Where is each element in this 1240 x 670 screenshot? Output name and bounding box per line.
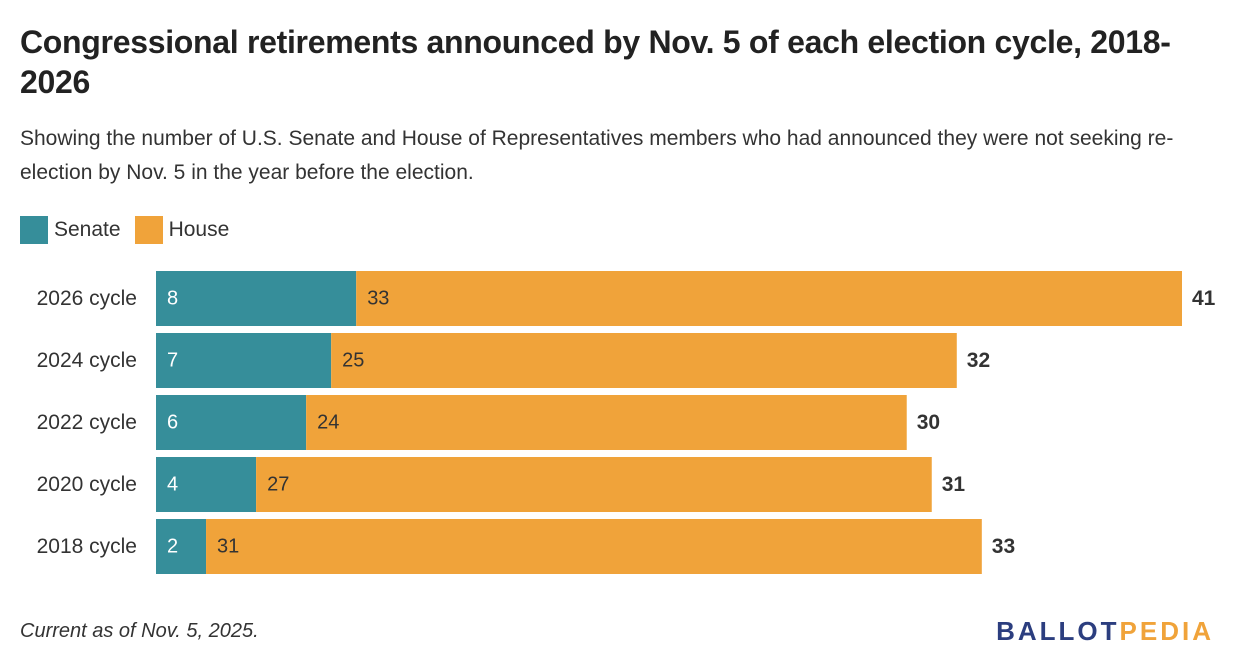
bar-senate	[156, 395, 307, 450]
bar-house	[356, 271, 1182, 326]
category-label: 2024 cycle	[37, 349, 137, 372]
bar-house	[206, 519, 982, 574]
bar-senate	[156, 457, 257, 512]
legend-label-house: House	[168, 218, 230, 241]
legend-swatch-house	[134, 216, 163, 244]
logo-pedia-text: PEDIA	[1119, 616, 1214, 646]
data-label-house: 24	[317, 412, 339, 434]
category-label: 2022 cycle	[37, 411, 137, 434]
chart-subtitle: Showing the number of U.S. Senate and Ho…	[20, 127, 1174, 184]
data-label-senate: 8	[167, 288, 178, 310]
bar-house	[256, 457, 932, 512]
total-label: 41	[1192, 287, 1216, 310]
category-label: 2018 cycle	[37, 535, 137, 558]
data-label-house: 25	[342, 350, 364, 372]
bar-chart: 2026 cycle 8 33 41 2024 cycle 7 25 32 2022 cycle…	[37, 271, 1216, 574]
legend-label-senate: Senate	[54, 218, 121, 241]
total-label: 32	[967, 349, 990, 372]
bar-senate	[156, 271, 357, 326]
total-label: 33	[992, 535, 1015, 558]
data-label-senate: 2	[167, 536, 178, 558]
data-label-house: 33	[367, 288, 389, 310]
total-label: 30	[917, 411, 940, 434]
data-label-senate: 7	[167, 350, 178, 372]
bar-house	[306, 395, 907, 450]
bar-senate	[156, 519, 207, 574]
ballotpedia-logo: BALLOTPEDIA	[996, 616, 1214, 647]
data-label-house: 27	[267, 474, 289, 496]
legend: Senate House	[20, 216, 229, 244]
legend-item-house: House	[134, 216, 230, 244]
category-label: 2026 cycle	[37, 287, 137, 310]
data-label-senate: 4	[167, 474, 178, 496]
footnote: Current as of Nov. 5, 2025.	[20, 620, 259, 642]
data-label-house: 31	[217, 536, 239, 558]
data-label-senate: 6	[167, 412, 178, 434]
chart-title: Congressional retirements announced by N…	[20, 24, 1171, 100]
logo-ballot-text: BALLOT	[996, 616, 1120, 646]
bar-house	[331, 333, 957, 388]
total-label: 31	[942, 473, 966, 496]
bar-senate	[156, 333, 332, 388]
legend-item-senate: Senate	[20, 216, 121, 244]
category-label: 2020 cycle	[37, 473, 137, 496]
legend-swatch-senate	[20, 216, 48, 244]
